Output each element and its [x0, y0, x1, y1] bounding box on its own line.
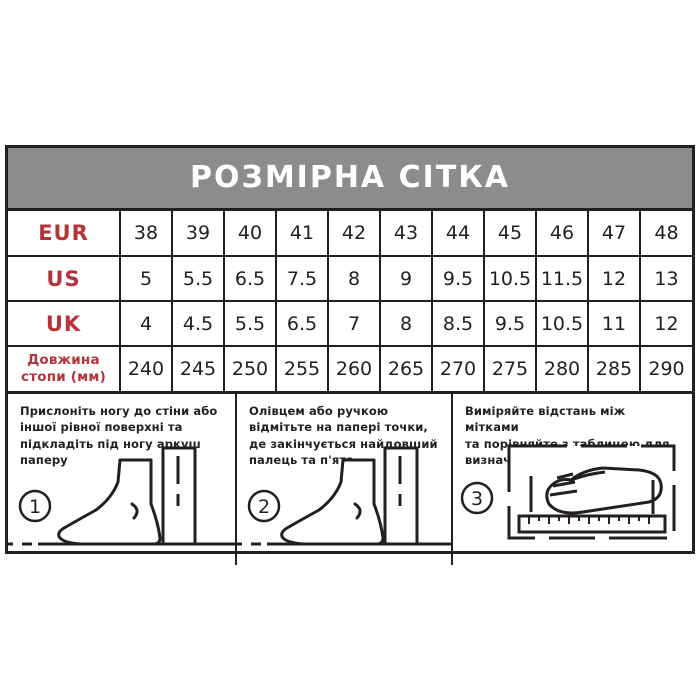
- cell-len-0: 240: [119, 345, 173, 391]
- cell-eur-7: 45: [483, 211, 537, 257]
- cell-us-8: 11.5: [535, 255, 589, 302]
- cell-eur-5: 43: [379, 211, 433, 257]
- row-label-eur: EUR: [8, 211, 121, 257]
- cell-eur-10: 48: [639, 211, 692, 257]
- cell-uk-6: 8.5: [431, 300, 485, 347]
- cell-us-2: 6.5: [223, 255, 277, 302]
- cell-us-4: 8: [327, 255, 381, 302]
- cell-us-1: 5.5: [171, 255, 225, 302]
- cell-len-10: 290: [639, 345, 692, 391]
- cell-uk-1: 4.5: [171, 300, 225, 347]
- cell-len-5: 265: [379, 345, 433, 391]
- cell-eur-6: 44: [431, 211, 485, 257]
- step-2-number: 2: [258, 496, 270, 518]
- cell-us-3: 7.5: [275, 255, 329, 302]
- table-row: EUR 38 39 40 41 42 43 44 45 46 47 48: [8, 211, 692, 257]
- cell-uk-5: 8: [379, 300, 433, 347]
- cell-len-4: 260: [327, 345, 381, 391]
- page-title: РОЗМІРНА СІТКА: [190, 160, 510, 195]
- table-row: Довжина стопи (мм) 240 245 250 255 260 2…: [8, 345, 692, 391]
- cell-uk-9: 11: [587, 300, 641, 347]
- foot-against-wall-icon: 1: [8, 440, 235, 565]
- cell-eur-4: 42: [327, 211, 381, 257]
- step-3-number: 3: [471, 488, 483, 510]
- cell-len-6: 270: [431, 345, 485, 391]
- step-1-text: Прислоніть ногу до стіни або іншої рівно…: [20, 404, 218, 467]
- cell-us-5: 9: [379, 255, 433, 302]
- cell-len-2: 250: [223, 345, 277, 391]
- cell-uk-8: 10.5: [535, 300, 589, 347]
- cell-eur-1: 39: [171, 211, 225, 257]
- cell-len-3: 255: [275, 345, 329, 391]
- cell-uk-0: 4: [119, 300, 173, 347]
- instruction-step-1: Прислоніть ногу до стіни або іншої рівно…: [8, 394, 235, 565]
- cell-us-9: 12: [587, 255, 641, 302]
- table-row: UK 4 4.5 5.5 6.5 7 8 8.5 9.5 10.5 11 12: [8, 300, 692, 347]
- cell-uk-7: 9.5: [483, 300, 537, 347]
- row-label-uk: UK: [8, 300, 121, 347]
- cell-uk-3: 6.5: [275, 300, 329, 347]
- cell-us-6: 9.5: [431, 255, 485, 302]
- cell-uk-4: 7: [327, 300, 381, 347]
- row-label-foot-length: Довжина стопи (мм): [8, 345, 121, 391]
- cell-eur-9: 47: [587, 211, 641, 257]
- instructions-section: Прислоніть ногу до стіни або іншої рівно…: [8, 391, 692, 565]
- cell-uk-2: 5.5: [223, 300, 277, 347]
- cell-eur-8: 46: [535, 211, 589, 257]
- cell-len-8: 280: [535, 345, 589, 391]
- size-table: EUR 38 39 40 41 42 43 44 45 46 47 48 US …: [8, 211, 692, 391]
- cell-us-0: 5: [119, 255, 173, 302]
- cell-eur-2: 40: [223, 211, 277, 257]
- step-1-number: 1: [29, 496, 41, 518]
- cell-len-9: 285: [587, 345, 641, 391]
- table-row: US 5 5.5 6.5 7.5 8 9 9.5 10.5 11.5 12 13: [8, 255, 692, 302]
- size-chart-frame: РОЗМІРНА СІТКА EUR 38 39 40 41 42 43 44 …: [5, 145, 695, 565]
- cell-len-7: 275: [483, 345, 537, 391]
- instruction-step-2: Олівцем або ручкою відмітьте на папері т…: [235, 394, 451, 565]
- instruction-step-3: Виміряйте відстань між мітками та порівн…: [451, 394, 692, 565]
- cell-uk-10: 12: [639, 300, 692, 347]
- foot-against-wall-icon: 2: [237, 440, 451, 565]
- cell-eur-3: 41: [275, 211, 329, 257]
- chart-title-band: РОЗМІРНА СІТКА: [8, 148, 692, 211]
- cell-us-7: 10.5: [483, 255, 537, 302]
- cell-eur-0: 38: [119, 211, 173, 257]
- cell-len-1: 245: [171, 345, 225, 391]
- footprint-with-ruler-icon: 3: [453, 440, 692, 565]
- row-label-us: US: [8, 255, 121, 302]
- cell-us-10: 13: [639, 255, 692, 302]
